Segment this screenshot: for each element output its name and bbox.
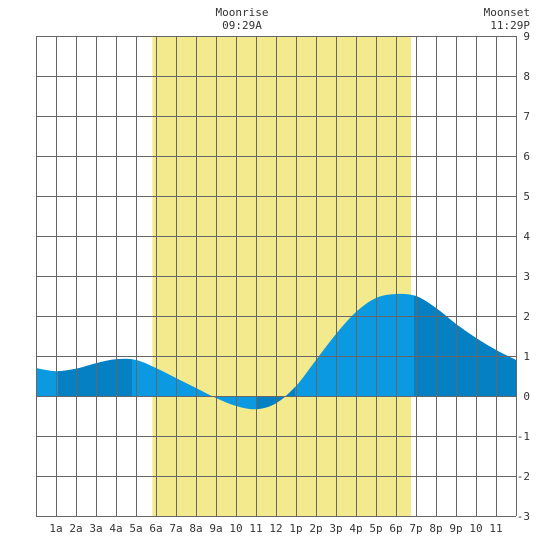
- y-tick-label: 5: [523, 190, 530, 203]
- y-tick-label: 8: [523, 70, 530, 83]
- y-tick-label: 7: [523, 110, 530, 123]
- x-tick-label: 5p: [369, 522, 382, 535]
- grid: [36, 36, 517, 517]
- moonset-time: 11:29P: [490, 19, 530, 32]
- moonrise-label: Moonrise: [216, 6, 269, 19]
- y-tick-label: 4: [523, 230, 530, 243]
- y-tick-label: -3: [517, 510, 530, 523]
- moonset-label: Moonset: [484, 6, 530, 19]
- x-tick-label: 10: [229, 522, 242, 535]
- x-tick-label: 3a: [89, 522, 102, 535]
- x-tick-label: 4p: [349, 522, 362, 535]
- y-tick-label: -2: [517, 470, 530, 483]
- y-tick-label: 0: [523, 390, 530, 403]
- x-tick-label: 4a: [109, 522, 122, 535]
- x-tick-label: 5a: [129, 522, 142, 535]
- x-tick-label: 12: [269, 522, 282, 535]
- y-tick-label: 1: [523, 350, 530, 363]
- x-tick-label: 10: [469, 522, 482, 535]
- x-tick-label: 7a: [169, 522, 182, 535]
- y-tick-label: 9: [523, 30, 530, 43]
- moonrise-time: 09:29A: [222, 19, 262, 32]
- x-tick-label: 11: [249, 522, 262, 535]
- y-tick-label: 2: [523, 310, 530, 323]
- x-tick-label: 9a: [209, 522, 222, 535]
- y-tick-label: -1: [517, 430, 530, 443]
- x-tick-label: 7p: [409, 522, 422, 535]
- x-tick-label: 11: [489, 522, 502, 535]
- y-tick-label: 6: [523, 150, 530, 163]
- x-tick-label: 6a: [149, 522, 162, 535]
- x-tick-label: 1p: [289, 522, 302, 535]
- x-tick-label: 8p: [429, 522, 442, 535]
- x-tick-label: 8a: [189, 522, 202, 535]
- x-tick-label: 1a: [49, 522, 62, 535]
- x-tick-label: 3p: [329, 522, 342, 535]
- x-tick-label: 2a: [69, 522, 82, 535]
- x-tick-label: 2p: [309, 522, 322, 535]
- y-tick-label: 3: [523, 270, 530, 283]
- x-tick-label: 9p: [449, 522, 462, 535]
- x-tick-label: 6p: [389, 522, 402, 535]
